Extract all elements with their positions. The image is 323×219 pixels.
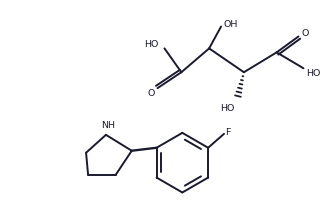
Text: F: F	[225, 128, 231, 137]
Text: HO: HO	[306, 69, 320, 78]
Text: HO: HO	[220, 104, 234, 113]
Text: NH: NH	[101, 121, 115, 130]
Text: O: O	[302, 29, 309, 38]
Text: HO: HO	[144, 40, 159, 49]
Text: OH: OH	[224, 20, 238, 29]
Text: O: O	[148, 89, 155, 98]
